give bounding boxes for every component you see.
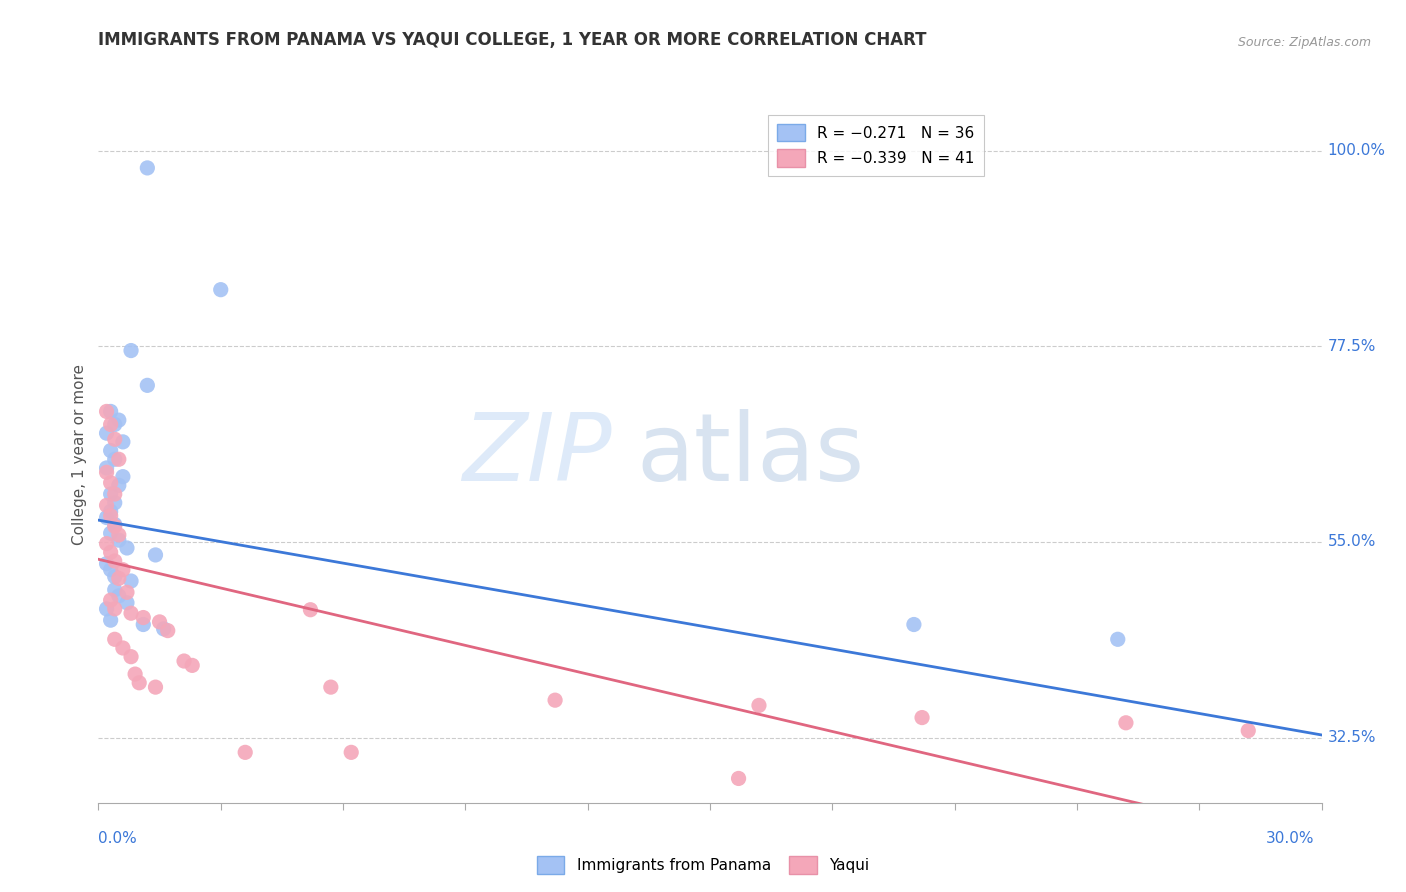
Point xyxy=(111,469,134,483)
Point xyxy=(120,574,142,588)
Point xyxy=(104,487,127,501)
Point xyxy=(104,554,127,568)
Y-axis label: College, 1 year or more: College, 1 year or more xyxy=(72,365,87,545)
Point xyxy=(104,417,127,432)
Text: IMMIGRANTS FROM PANAMA VS YAQUI COLLEGE, 1 YEAR OR MORE CORRELATION CHART: IMMIGRANTS FROM PANAMA VS YAQUI COLLEGE,… xyxy=(98,31,927,49)
Point xyxy=(132,610,155,624)
Point xyxy=(319,680,342,694)
Point xyxy=(124,667,146,681)
Text: ZIP: ZIP xyxy=(463,409,612,500)
Text: Source: ZipAtlas.com: Source: ZipAtlas.com xyxy=(1237,36,1371,49)
Point xyxy=(104,496,127,510)
Point xyxy=(903,617,925,632)
Legend: Immigrants from Panama, Yaqui: Immigrants from Panama, Yaqui xyxy=(531,850,875,880)
Point xyxy=(136,161,159,175)
Point xyxy=(108,533,131,548)
Point xyxy=(108,571,131,585)
Point xyxy=(100,563,122,577)
Point xyxy=(100,508,122,523)
Point xyxy=(115,596,138,610)
Text: 30.0%: 30.0% xyxy=(1267,831,1315,847)
Point xyxy=(96,536,118,550)
Point xyxy=(299,603,322,617)
Text: atlas: atlas xyxy=(637,409,865,501)
Point xyxy=(100,475,122,490)
Point xyxy=(104,582,127,597)
Point xyxy=(96,404,118,418)
Point xyxy=(100,443,122,458)
Text: 77.5%: 77.5% xyxy=(1327,339,1376,354)
Point xyxy=(128,675,150,690)
Point xyxy=(96,461,118,475)
Point xyxy=(145,548,167,562)
Text: 55.0%: 55.0% xyxy=(1327,534,1376,549)
Point xyxy=(1107,632,1129,647)
Point xyxy=(96,510,118,524)
Point xyxy=(108,528,131,542)
Point xyxy=(340,745,363,759)
Point xyxy=(100,593,122,607)
Point xyxy=(120,649,142,664)
Text: 32.5%: 32.5% xyxy=(1327,730,1376,745)
Point xyxy=(108,413,131,427)
Point xyxy=(104,602,127,616)
Point xyxy=(111,640,134,655)
Point xyxy=(100,404,122,418)
Point xyxy=(96,602,118,616)
Point xyxy=(115,585,138,599)
Point xyxy=(96,499,118,513)
Point xyxy=(108,452,131,467)
Point xyxy=(111,434,134,449)
Point xyxy=(96,557,118,571)
Point xyxy=(152,622,174,636)
Point xyxy=(108,589,131,603)
Point xyxy=(145,680,167,694)
Point xyxy=(104,570,127,584)
Point xyxy=(1237,723,1260,738)
Point xyxy=(104,452,127,467)
Point xyxy=(96,426,118,441)
Point xyxy=(108,478,131,492)
Point xyxy=(100,487,122,501)
Point xyxy=(911,710,934,724)
Point xyxy=(100,417,122,432)
Point xyxy=(748,698,770,713)
Point xyxy=(100,545,122,559)
Point xyxy=(136,378,159,392)
Point xyxy=(209,283,232,297)
Text: 0.0%: 0.0% xyxy=(98,831,138,847)
Point xyxy=(149,615,172,629)
Point xyxy=(181,658,204,673)
Point xyxy=(104,519,127,533)
Point xyxy=(120,343,142,358)
Point xyxy=(233,745,256,759)
Point xyxy=(100,504,122,518)
Point xyxy=(104,632,127,647)
Point xyxy=(173,654,195,668)
Point xyxy=(96,466,118,480)
Point xyxy=(100,613,122,627)
Point xyxy=(1115,715,1137,730)
Point xyxy=(100,526,122,541)
Point xyxy=(115,541,138,555)
Point xyxy=(132,617,155,632)
Point xyxy=(156,624,179,638)
Text: 100.0%: 100.0% xyxy=(1327,143,1386,158)
Point xyxy=(120,606,142,620)
Legend: R = −0.271   N = 36, R = −0.339   N = 41: R = −0.271 N = 36, R = −0.339 N = 41 xyxy=(768,115,984,176)
Point xyxy=(111,563,134,577)
Point xyxy=(544,693,567,707)
Point xyxy=(104,432,127,446)
Point xyxy=(727,772,749,786)
Point xyxy=(104,517,127,532)
